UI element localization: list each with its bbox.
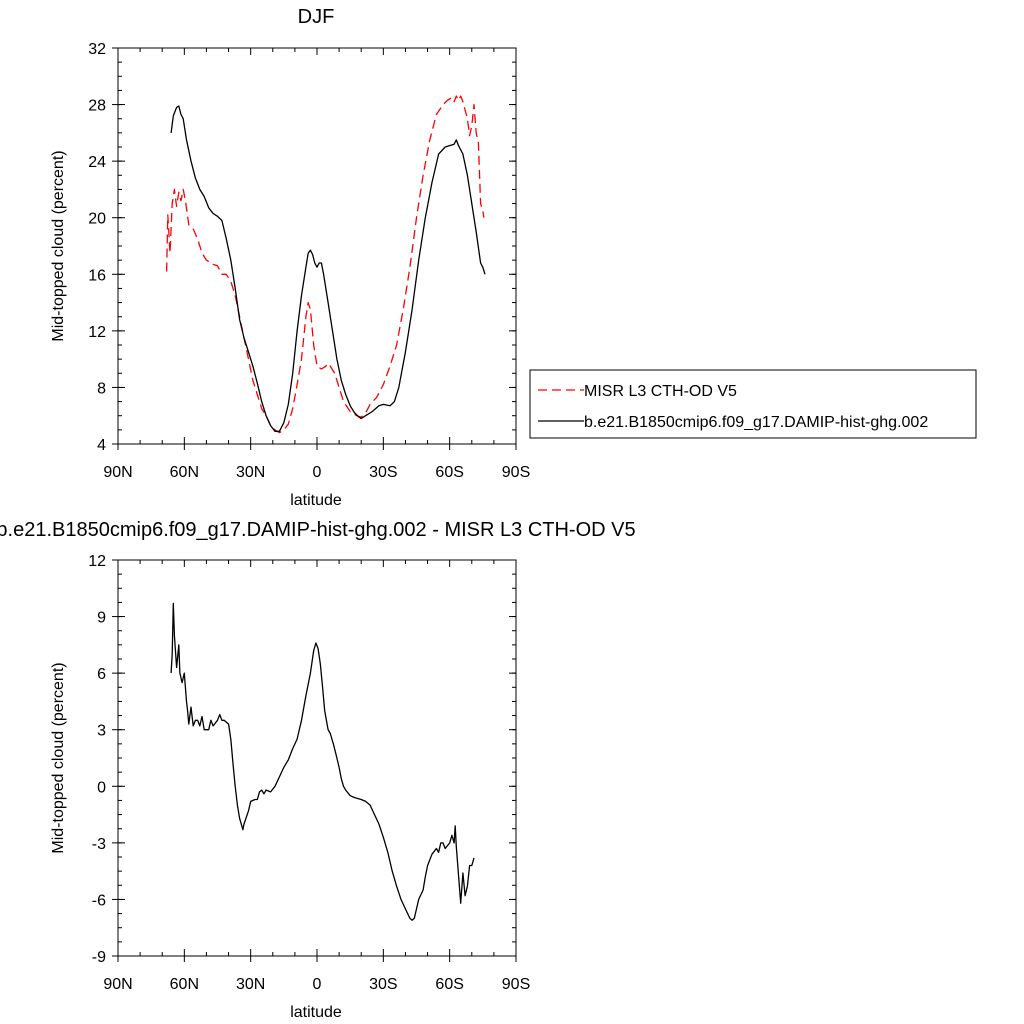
bottom-chart-title: b.e21.B1850cmip6.f09_g17.DAMIP-hist-ghg.… [0, 519, 636, 541]
y-tick-label: 32 [88, 41, 106, 58]
bottom-y-tick-labels: -9 -6 -3 0 3 6 9 12 [88, 553, 106, 966]
top-y-axis-label: Mid-topped cloud (percent) [50, 150, 67, 341]
x-tick-label: 90N [103, 976, 132, 993]
x-tick-label: 0 [313, 976, 322, 993]
bottom-x-tick-labels: 90N 60N 30N 0 30S 60S 90S [103, 976, 530, 993]
y-tick-label: 24 [88, 154, 106, 171]
bottom-x-axis-label: latitude [290, 1004, 342, 1021]
y-tick-label: 20 [88, 211, 106, 228]
x-tick-label: 60S [435, 976, 463, 993]
y-tick-label: 12 [88, 324, 106, 341]
top-ticks [112, 47, 517, 450]
y-tick-label: -3 [92, 836, 106, 853]
top-chart-title: DJF [298, 6, 335, 28]
y-tick-label: 0 [97, 779, 106, 796]
top-series [165, 95, 486, 434]
top-chart: DJF 4 8 12 16 20 24 28 32 90N 60N 30N 0 30S 60S 90S l… [50, 6, 530, 509]
bottom-y-axis-label: Mid-topped cloud (percent) [50, 662, 67, 853]
x-tick-label: 30S [369, 976, 397, 993]
legend: MISR L3 CTH-OD V5 b.e21.B1850cmip6.f09_g… [529, 369, 977, 439]
x-tick-label: 0 [313, 464, 322, 481]
x-tick-label: 30S [369, 464, 397, 481]
series-line-model [170, 105, 486, 432]
x-tick-label: 30N [236, 976, 265, 993]
x-tick-label: 90S [502, 976, 530, 993]
series-line-misr [165, 95, 485, 434]
bottom-plot-frame [117, 559, 517, 957]
x-tick-label: 60S [435, 464, 463, 481]
x-tick-label: 90S [502, 464, 530, 481]
bottom-series [170, 602, 475, 921]
y-tick-label: 3 [97, 723, 106, 740]
legend-box [529, 369, 977, 439]
bottom-chart: b.e21.B1850cmip6.f09_g17.DAMIP-hist-ghg.… [0, 519, 636, 1021]
y-tick-label: 9 [97, 610, 106, 627]
y-tick-label: 4 [97, 437, 106, 454]
x-tick-label: 90N [103, 464, 132, 481]
top-x-tick-labels: 90N 60N 30N 0 30S 60S 90S [103, 464, 530, 481]
x-tick-label: 30N [236, 464, 265, 481]
x-tick-label: 60N [170, 464, 199, 481]
x-tick-label: 60N [170, 976, 199, 993]
y-tick-label: 16 [88, 267, 106, 284]
y-tick-label: 28 [88, 98, 106, 115]
y-tick-label: 12 [88, 553, 106, 570]
top-y-tick-labels: 4 8 12 16 20 24 28 32 [88, 41, 106, 454]
legend-label-model: b.e21.B1850cmip6.f09_g17.DAMIP-hist-ghg.… [584, 414, 928, 431]
y-tick-label: 8 [97, 380, 106, 397]
top-x-axis-label: latitude [290, 492, 342, 509]
bottom-ticks [112, 559, 517, 962]
series-line-difference [170, 602, 475, 921]
y-tick-label: -9 [92, 949, 106, 966]
y-tick-label: -6 [92, 892, 106, 909]
y-tick-label: 6 [97, 666, 106, 683]
legend-label-misr: MISR L3 CTH-OD V5 [584, 383, 737, 400]
